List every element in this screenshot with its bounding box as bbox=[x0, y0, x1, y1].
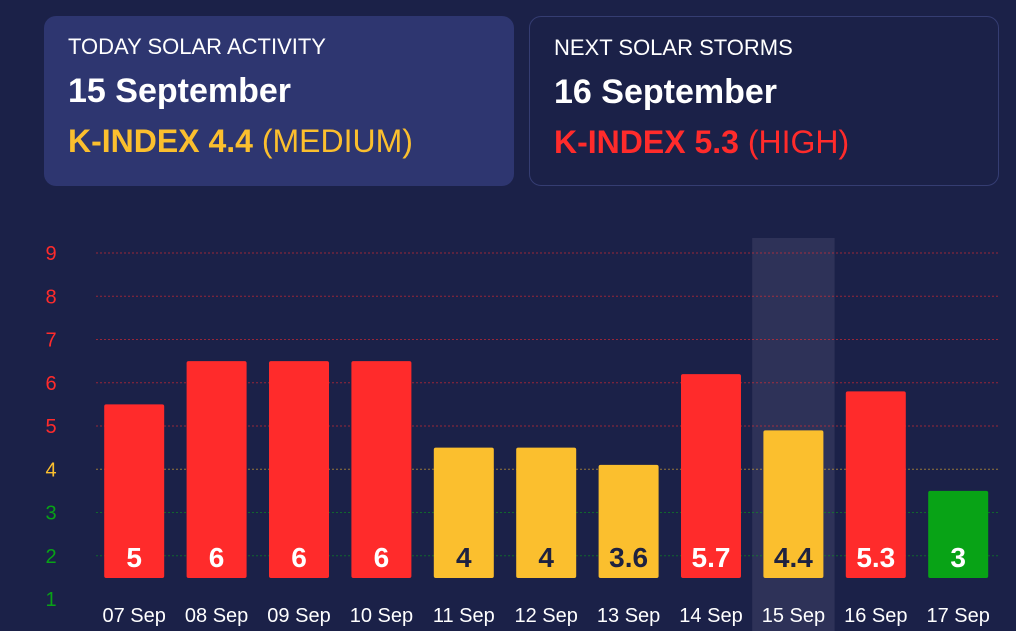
bar bbox=[598, 464, 659, 578]
bar-value-label: 4 bbox=[538, 542, 554, 573]
y-tick-label: 2 bbox=[45, 546, 56, 568]
y-tick-label: 5 bbox=[45, 416, 56, 438]
next-storms-label: NEXT SOLAR STORMS bbox=[554, 35, 793, 60]
bar bbox=[845, 391, 906, 578]
x-tick-label: 11 Sep bbox=[433, 605, 495, 627]
y-tick-label: 3 bbox=[45, 503, 56, 525]
next-k-index-line: K-INDEX 5.3 (HIGH) bbox=[554, 124, 974, 161]
bar bbox=[186, 361, 247, 578]
bar bbox=[433, 447, 494, 578]
bar bbox=[516, 447, 577, 578]
y-tick-label: 4 bbox=[45, 459, 56, 481]
y-tick-label: 7 bbox=[45, 330, 56, 352]
x-tick-label: 10 Sep bbox=[350, 605, 413, 627]
bar bbox=[104, 404, 165, 578]
bar bbox=[763, 430, 824, 578]
next-k-level: (HIGH) bbox=[747, 124, 850, 160]
today-k-index: K-INDEX 4.4 bbox=[68, 123, 253, 159]
bar-value-label: 5 bbox=[126, 542, 142, 573]
today-k-level: (MEDIUM) bbox=[261, 123, 413, 159]
bar-value-label: 5.7 bbox=[692, 542, 731, 573]
bar-value-label: 4 bbox=[456, 542, 472, 573]
bar-value-label: 6 bbox=[374, 542, 390, 573]
next-k-index: K-INDEX 5.3 bbox=[554, 124, 739, 160]
y-tick-label: 9 bbox=[45, 243, 56, 265]
bar-value-label: 4.4 bbox=[774, 542, 813, 573]
bar bbox=[681, 374, 741, 578]
y-tick-label: 1 bbox=[45, 589, 56, 611]
next-date: 16 September bbox=[554, 73, 777, 111]
x-tick-label: 08 Sep bbox=[185, 605, 248, 627]
y-tick-label: 6 bbox=[45, 373, 56, 395]
x-tick-label: 13 Sep bbox=[597, 605, 660, 627]
bar-value-label: 3.6 bbox=[609, 542, 648, 573]
next-storms-card: NEXT SOLAR STORMS 16 September K-INDEX 5… bbox=[529, 16, 999, 186]
x-tick-label: 09 Sep bbox=[267, 605, 330, 627]
today-date: 15 September bbox=[68, 72, 291, 110]
x-tick-label: 07 Sep bbox=[103, 605, 166, 627]
y-tick-label: 8 bbox=[45, 286, 56, 308]
bar-value-label: 6 bbox=[291, 542, 307, 573]
today-k-index-line: K-INDEX 4.4 (MEDIUM) bbox=[68, 123, 490, 160]
bar-value-label: 3 bbox=[950, 542, 966, 573]
x-tick-label: 17 Sep bbox=[927, 605, 990, 627]
x-tick-label: 14 Sep bbox=[679, 605, 742, 627]
today-activity-label: TODAY SOLAR ACTIVITY bbox=[68, 34, 326, 59]
x-tick-label: 12 Sep bbox=[515, 605, 578, 627]
bar-value-label: 5.3 bbox=[856, 542, 895, 573]
today-activity-card: TODAY SOLAR ACTIVITY 15 September K-INDE… bbox=[44, 16, 514, 186]
bar bbox=[928, 490, 989, 578]
x-tick-label: 15 Sep bbox=[762, 605, 825, 627]
bar bbox=[351, 361, 412, 578]
x-tick-label: 16 Sep bbox=[844, 605, 907, 627]
bar bbox=[269, 361, 329, 578]
bar-value-label: 6 bbox=[209, 542, 225, 573]
